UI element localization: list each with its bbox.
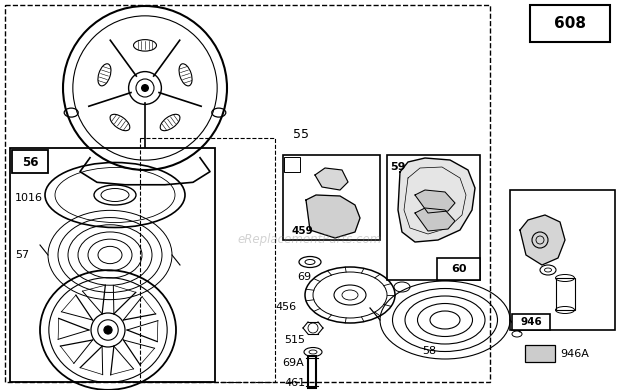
Bar (10, 148, 215, 382)
Polygon shape (315, 168, 348, 190)
Text: 55: 55 (293, 128, 309, 141)
Bar (140, 138, 275, 382)
Text: eReplacementParts.com: eReplacementParts.com (238, 234, 382, 246)
Polygon shape (415, 190, 455, 213)
Bar (308, 356, 316, 388)
Polygon shape (306, 195, 360, 238)
Text: 69: 69 (297, 272, 311, 282)
Polygon shape (520, 215, 565, 265)
Bar (525, 345, 555, 362)
Text: 59: 59 (390, 162, 405, 172)
Bar (556, 278, 575, 310)
Bar (530, 5, 610, 42)
Text: 69A: 69A (282, 358, 304, 368)
Circle shape (142, 85, 148, 91)
Circle shape (104, 326, 112, 334)
Text: 946: 946 (520, 317, 542, 327)
Bar (387, 155, 480, 280)
Text: 1016: 1016 (15, 193, 43, 203)
Polygon shape (398, 158, 475, 242)
Text: 515: 515 (284, 335, 305, 345)
Text: 60: 60 (451, 264, 467, 274)
Text: 58: 58 (422, 346, 436, 356)
Text: 57: 57 (15, 250, 29, 260)
Bar (12, 150, 48, 173)
Bar (5, 5, 490, 382)
Bar (284, 157, 300, 172)
Polygon shape (415, 208, 455, 231)
Text: 608: 608 (554, 16, 586, 32)
Text: 459: 459 (291, 226, 312, 236)
Bar (512, 314, 550, 330)
Text: 456: 456 (275, 302, 296, 312)
Bar (283, 155, 380, 240)
Text: 461: 461 (284, 378, 305, 388)
Text: 56: 56 (22, 156, 38, 168)
Bar (510, 190, 615, 330)
Bar (437, 258, 480, 280)
Text: 946A: 946A (560, 349, 589, 359)
